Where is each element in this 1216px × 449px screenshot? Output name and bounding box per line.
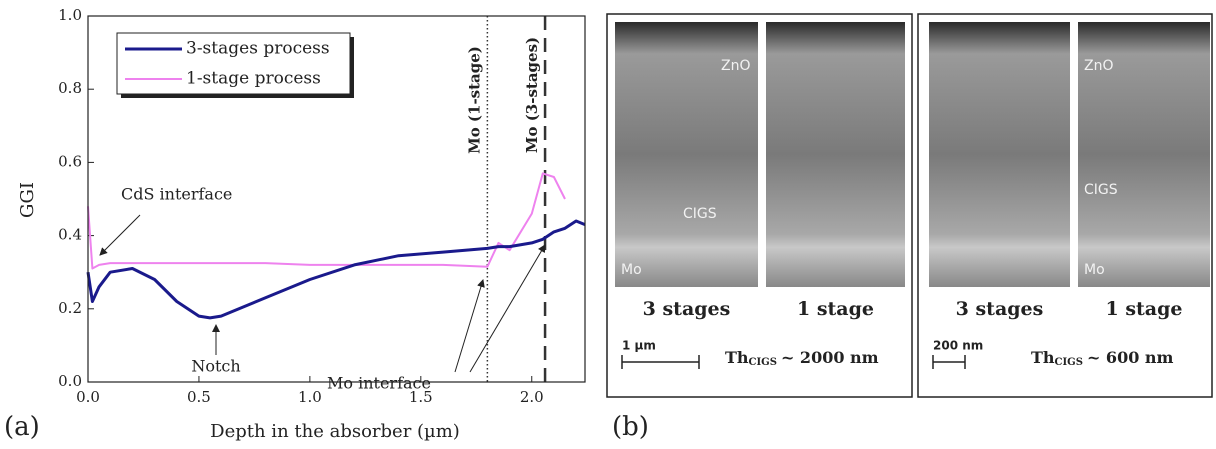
annotation-arrow — [99, 214, 141, 256]
legend — [116, 32, 351, 95]
legend-label: 3-stages process — [186, 39, 330, 59]
scale-label: 1 µm — [622, 339, 656, 353]
thickness-label: ThCIGS ~ 2000 nm — [725, 348, 879, 368]
layer-label: ZnO — [721, 58, 750, 74]
x-tick-label: 0.5 — [187, 388, 211, 406]
image-caption: 1 stage — [797, 298, 874, 320]
panel-label: (a) — [4, 412, 40, 442]
legend-label: 1-stage process — [186, 69, 321, 89]
data-line — [87, 172, 566, 270]
annotation: CdS interface — [121, 185, 232, 204]
y-tick-label: 0.8 — [58, 79, 82, 97]
x-axis-label: Depth in the absorber (µm) — [210, 421, 460, 442]
layer-label: Mo — [621, 262, 642, 278]
thickness-label: ThCIGS ~ 600 nm — [1031, 348, 1174, 368]
image-caption: 3 stages — [956, 298, 1044, 320]
sem-image — [766, 22, 905, 287]
plot-frame — [87, 15, 586, 383]
layer-label: Mo — [1084, 262, 1105, 278]
thickness-part: CIGS — [1055, 357, 1083, 368]
data-line — [86, 219, 586, 320]
annotation: Mo interface — [327, 374, 431, 393]
sem-image — [929, 22, 1070, 287]
annotation-arrow — [469, 244, 546, 373]
sem-image — [615, 22, 758, 287]
thickness-part: Th — [725, 348, 749, 367]
x-tick-label: 1.0 — [298, 388, 322, 406]
thickness-part: Th — [1031, 348, 1055, 367]
thickness-part: ~ 2000 nm — [781, 348, 879, 367]
y-tick-label: 1.0 — [58, 6, 82, 24]
annotation: Notch — [191, 357, 240, 376]
sem-image — [1078, 22, 1210, 287]
thickness-part: ~ 600 nm — [1087, 348, 1174, 367]
x-tick-label: 2.0 — [520, 388, 544, 406]
reference-label: Mo (1-stage) — [465, 46, 483, 154]
annotation-arrow — [454, 279, 485, 373]
thickness-part: CIGS — [749, 357, 777, 368]
scale-label: 200 nm — [933, 339, 983, 353]
x-tick-label: 0.0 — [76, 388, 100, 406]
layer-label: ZnO — [1084, 58, 1113, 74]
image-caption: 3 stages — [643, 298, 731, 320]
layer-label: CIGS — [1084, 182, 1118, 198]
y-tick-label: 0.6 — [58, 152, 82, 170]
layer-label: CIGS — [683, 206, 717, 222]
y-axis-label: GGI — [17, 182, 38, 218]
y-tick-label: 0.0 — [58, 372, 82, 390]
y-tick-label: 0.2 — [58, 299, 82, 317]
reference-label: Mo (3-stages) — [523, 37, 541, 153]
image-caption: 1 stage — [1106, 298, 1183, 320]
x-tick-label: 1.5 — [409, 388, 433, 406]
y-tick-label: 0.4 — [58, 226, 82, 244]
panel-label: (b) — [612, 412, 649, 442]
